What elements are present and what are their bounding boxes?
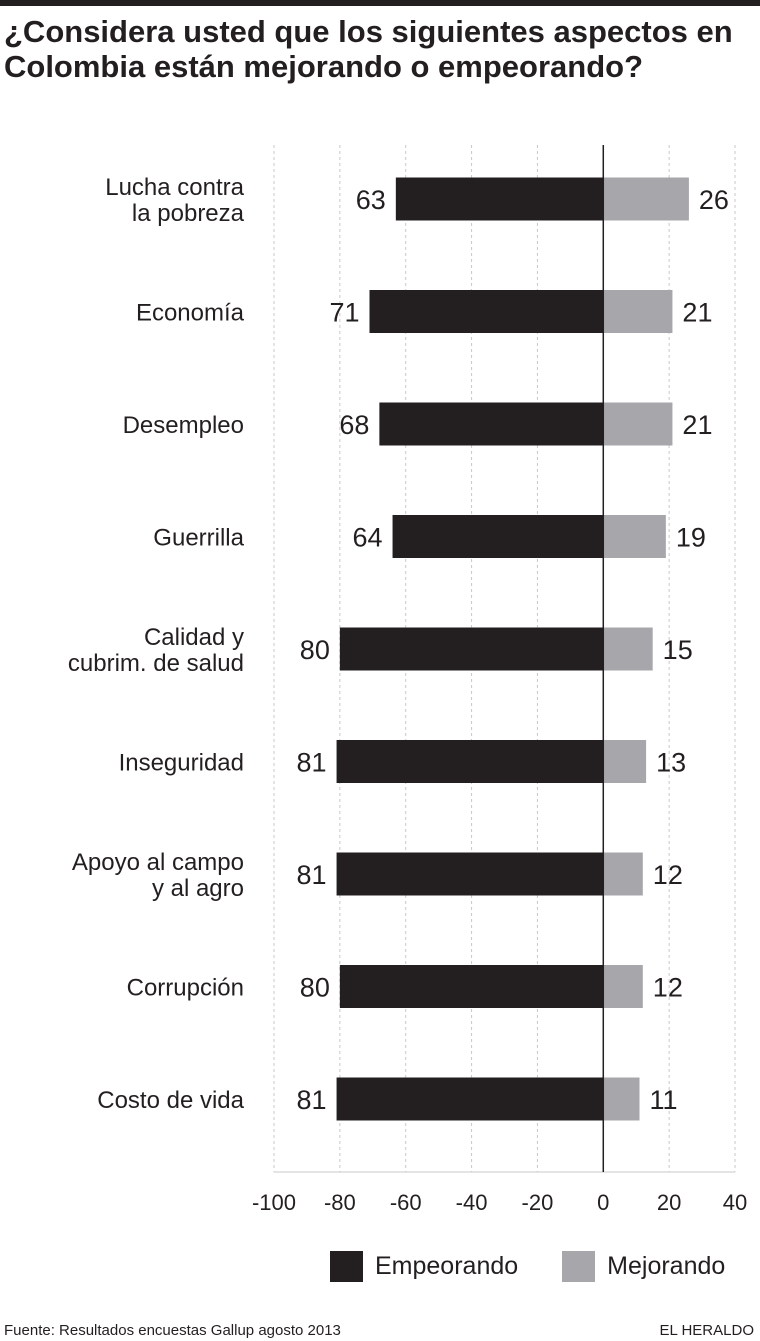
value-label-empeorando: 80 [300,635,330,665]
value-label-mejorando: 21 [682,410,712,440]
bar-mejorando [603,402,673,446]
source-note: Fuente: Resultados encuestas Gallup agos… [4,1322,341,1339]
value-label-mejorando: 21 [682,298,712,328]
category-label: Economía [136,300,245,327]
value-label-empeorando: 71 [329,298,359,328]
bar-empeorando [395,177,604,221]
chart-title: ¿Considera usted que los siguientes aspe… [4,14,733,84]
bar-empeorando [336,740,604,783]
category-label: Lucha contra [105,174,244,201]
x-tick-label: -100 [252,1190,296,1215]
value-label-empeorando: 63 [356,185,386,215]
top-rule [0,0,760,6]
value-label-mejorando: 15 [663,635,693,665]
category-label: Costo de vida [97,1087,244,1114]
brand-name: EL HERALDO [659,1322,754,1339]
x-tick-label: 40 [723,1190,747,1215]
value-label-mejorando: 13 [656,748,686,778]
legend-label-mejorando: Mejorando [607,1251,726,1280]
value-label-mejorando: 12 [653,973,683,1003]
x-tick-label: -40 [456,1190,488,1215]
x-tick-label: -20 [522,1190,554,1215]
bar-mejorando [603,1077,640,1121]
value-label-mejorando: 19 [676,523,706,553]
value-label-empeorando: 80 [300,973,330,1003]
legend-label-empeorando: Empeorando [375,1251,519,1280]
category-label: y al agro [152,875,244,902]
value-label-mejorando: 11 [650,1085,678,1115]
value-label-empeorando: 81 [297,748,327,778]
bar-empeorando [336,852,604,896]
value-label-empeorando: 81 [297,1085,327,1115]
x-tick-label: -60 [390,1190,422,1215]
x-tick-label: 20 [657,1190,681,1215]
category-label: Inseguridad [119,750,244,777]
bar-empeorando [336,1077,604,1121]
legend-item-mejorando: Mejorando [562,1250,726,1282]
bar-mejorando [603,852,643,896]
bar-mejorando [603,965,643,1008]
bar-empeorando [369,290,604,333]
bar-empeorando [392,515,604,558]
bar-mejorando [603,177,689,221]
category-label: Desempleo [123,412,244,439]
legend-swatch-empeorando [330,1250,363,1282]
category-label: Calidad y [144,624,244,651]
value-label-mejorando: 26 [699,185,729,215]
category-label: Guerrilla [153,525,244,552]
bar-mejorando [603,740,647,783]
value-label-mejorando: 12 [653,860,683,890]
bar-empeorando [379,402,604,446]
legend-swatch-mejorando [562,1250,596,1282]
x-tick-label: 0 [597,1190,609,1215]
x-tick-label: -80 [324,1190,356,1215]
category-label: Apoyo al campo [72,849,244,876]
category-label: Corrupción [127,975,244,1002]
value-label-empeorando: 68 [339,410,369,440]
value-label-empeorando: 64 [352,523,382,553]
bar-empeorando [339,627,604,671]
category-label: la pobreza [132,200,245,227]
legend-item-empeorando: Empeorando [330,1250,519,1282]
bar-mejorando [603,627,653,671]
diverging-bar-chart: -100 -80 -60 -40 -20 0 20 40 63 26 Lucha contrala … [68,145,747,1215]
bar-mejorando [603,290,673,333]
value-label-empeorando: 81 [297,860,327,890]
bar-empeorando [339,965,604,1008]
bar-mejorando [603,515,666,558]
category-label: cubrim. de salud [68,650,244,677]
legend: Empeorando Mejorando [330,1249,760,1283]
